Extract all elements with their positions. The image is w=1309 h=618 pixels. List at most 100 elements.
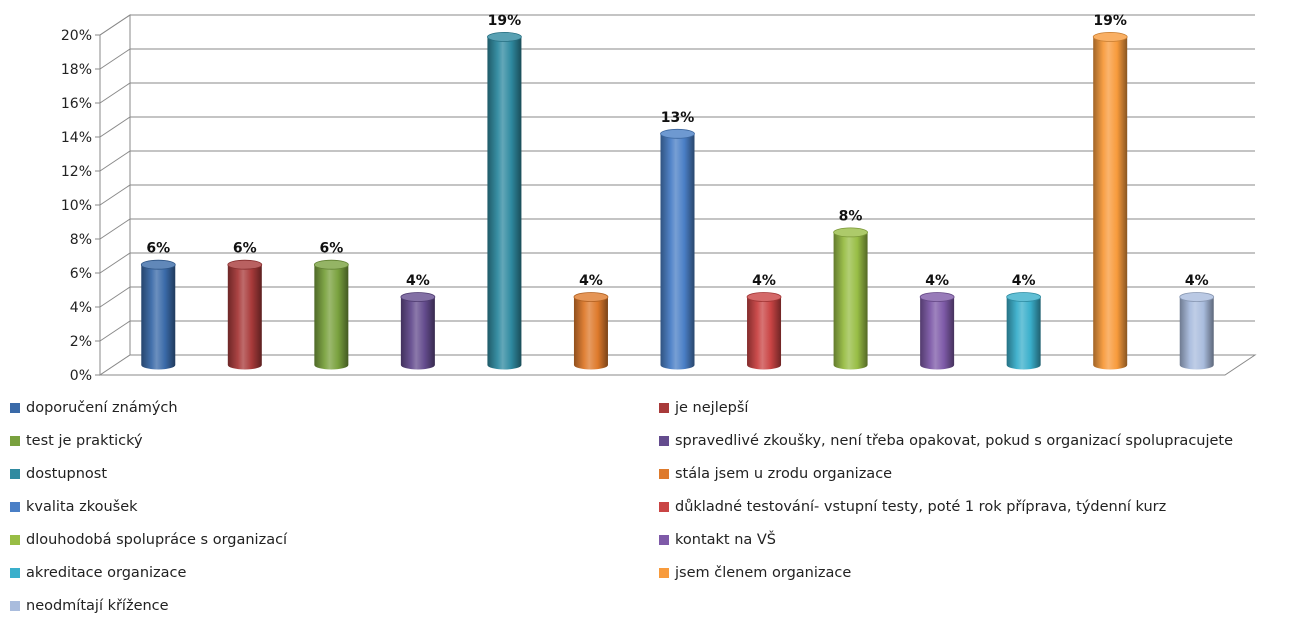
- bar-body: [573, 297, 608, 370]
- data-label: 6%: [233, 241, 257, 257]
- bar-top: [833, 227, 868, 238]
- data-label: 13%: [661, 110, 695, 126]
- bar: [1179, 292, 1215, 370]
- data-label: 4%: [1012, 273, 1036, 289]
- data-label: 4%: [752, 273, 776, 289]
- y-tick-label: 0%: [70, 368, 92, 384]
- y-tick-label: 14%: [61, 130, 92, 146]
- legend-swatch: [10, 568, 20, 578]
- bar: [746, 292, 782, 370]
- y-tick-label: 12%: [61, 164, 92, 180]
- legend-label: neodmítají křížence: [26, 598, 169, 614]
- legend-label: důkladné testování- vstupní testy, poté …: [675, 499, 1167, 515]
- legend-label: stála jsem u zrodu organizace: [675, 466, 893, 482]
- bar-body: [1179, 297, 1214, 370]
- gridline: [99, 320, 1255, 342]
- legend-item: kontakt na VŠ: [659, 530, 776, 550]
- legend-item: test je praktický: [10, 431, 143, 451]
- gridline: [99, 82, 1255, 104]
- gridline: [99, 150, 1255, 172]
- legend-swatch: [659, 535, 669, 545]
- legend-item: kvalita zkoušek: [10, 497, 138, 517]
- bar-top: [746, 292, 782, 302]
- bar-body: [314, 264, 349, 370]
- y-tick-label: 16%: [61, 96, 92, 112]
- bar-top: [1092, 32, 1128, 42]
- bar: [140, 259, 176, 370]
- gridline: [99, 116, 1255, 138]
- y-tick-label: 20%: [61, 28, 92, 44]
- gridline: [99, 218, 1255, 240]
- y-tick-label: 2%: [70, 334, 92, 350]
- legend-swatch: [10, 535, 20, 545]
- y-tick-label: 4%: [70, 300, 92, 316]
- legend-item: dlouhodobá spolupráce s organizací: [10, 530, 287, 550]
- bar: [1092, 32, 1128, 370]
- legend-item: jsem členem organizace: [659, 563, 851, 583]
- legend-swatch: [10, 469, 20, 479]
- data-label: 4%: [579, 273, 603, 289]
- data-label: 6%: [146, 241, 170, 257]
- y-tick-label: 8%: [70, 232, 92, 248]
- legend-item: spravedlivé zkoušky, není třeba opakovat…: [659, 431, 1233, 451]
- legend-label: dlouhodobá spolupráce s organizací: [26, 532, 288, 548]
- legend-label: doporučení známých: [26, 400, 178, 416]
- gridline: [99, 48, 1255, 70]
- legend-label: kvalita zkoušek: [26, 499, 138, 515]
- bar-top: [1006, 292, 1042, 302]
- data-label: 4%: [406, 273, 430, 289]
- bar-top: [400, 292, 436, 302]
- bar: [833, 227, 868, 370]
- gridline: [99, 184, 1255, 206]
- legend-label: spravedlivé zkoušky, není třeba opakovat…: [675, 433, 1234, 449]
- bar-top: [313, 259, 349, 270]
- bar-top: [487, 32, 522, 42]
- bar: [1006, 292, 1042, 370]
- gridline: [99, 286, 1255, 308]
- bar-body: [487, 36, 522, 370]
- legend-item: neodmítají křížence: [10, 596, 169, 616]
- legend-swatch: [659, 568, 669, 578]
- bar-body: [833, 232, 868, 370]
- y-tick-label: 10%: [61, 198, 92, 214]
- data-label: 6%: [319, 241, 343, 257]
- data-label: 4%: [1185, 273, 1209, 289]
- data-label: 19%: [488, 13, 522, 29]
- legend-swatch: [10, 436, 20, 446]
- legend-item: akreditace organizace: [10, 563, 186, 583]
- bar-body: [747, 297, 782, 370]
- legend-swatch: [659, 403, 669, 413]
- bar: [919, 292, 955, 370]
- y-tick-label: 18%: [61, 62, 92, 78]
- bar-body: [400, 297, 435, 370]
- legend-label: kontakt na VŠ: [675, 532, 777, 548]
- bar-body: [141, 264, 176, 370]
- legend-label: jsem členem organizace: [675, 565, 852, 581]
- legend-item: stála jsem u zrodu organizace: [659, 464, 892, 484]
- bar-top: [919, 292, 955, 302]
- bar-top: [227, 259, 263, 270]
- y-tick-label: 6%: [70, 266, 92, 282]
- bar-body: [920, 297, 955, 370]
- legend-swatch: [659, 469, 669, 479]
- legend-item: doporučení známých: [10, 398, 178, 418]
- bar-body: [1093, 36, 1128, 370]
- bar: [313, 259, 349, 370]
- bar-top: [573, 292, 609, 302]
- data-label: 19%: [1093, 13, 1127, 29]
- legend-swatch: [659, 436, 669, 446]
- legend-label: je nejlepší: [675, 400, 749, 416]
- bar: [227, 259, 263, 370]
- legend-label: test je praktický: [26, 433, 143, 449]
- bar-top: [1179, 292, 1215, 302]
- legend-item: dostupnost: [10, 464, 107, 484]
- legend-swatch: [10, 502, 20, 512]
- legend: doporučení známých je nejlepší test je pra…: [10, 398, 1300, 616]
- chart: 0% 2% 4% 6% 8% 10% 12% 14% 16% 18% 20% 6% 6% 6% 4% 19%…: [61, 13, 1257, 384]
- bar-top: [140, 259, 176, 270]
- bar: [487, 32, 522, 370]
- legend-swatch: [10, 601, 20, 611]
- bar-body: [227, 264, 262, 370]
- legend-label: akreditace organizace: [26, 565, 187, 581]
- bar: [660, 128, 695, 370]
